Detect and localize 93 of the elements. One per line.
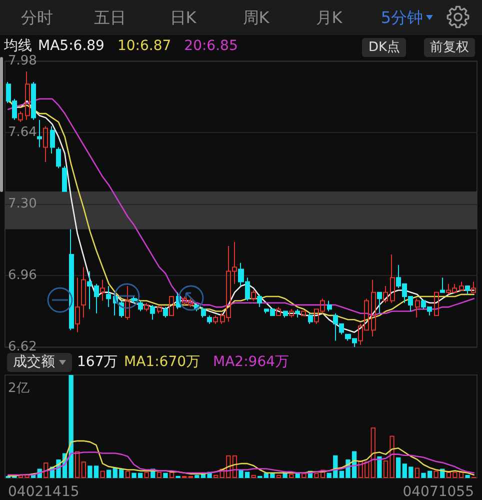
candlestick [471, 281, 476, 293]
candlestick [75, 277, 80, 333]
text: 周K [242, 7, 270, 29]
bar [144, 472, 149, 478]
candlestick [106, 286, 111, 308]
bar [414, 468, 420, 478]
dropdown-button: 成交额 [7, 353, 72, 372]
candlestick [157, 304, 162, 314]
y-tick-label: 6.96 [8, 268, 37, 283]
candlestick [251, 290, 256, 302]
bar [276, 474, 282, 478]
candlestick [81, 266, 86, 318]
text: 月K [316, 7, 342, 29]
bar [289, 474, 294, 478]
candlestick [383, 286, 388, 304]
candlestick [213, 314, 218, 324]
y-tick-label: 7.30 [8, 196, 37, 212]
button: 前复权 [424, 38, 475, 57]
candlestick [308, 312, 313, 324]
bar [232, 455, 238, 478]
candlestick [327, 300, 332, 312]
candlestick [169, 296, 174, 316]
text: 日K [170, 7, 196, 29]
y-tick-label: 7.64 [8, 125, 37, 140]
bar [251, 474, 256, 478]
bar [75, 451, 80, 478]
bar [125, 470, 130, 478]
bar [377, 456, 382, 478]
bar [214, 474, 218, 478]
candlestick [18, 110, 23, 122]
candlestick [62, 166, 67, 192]
candlestick [415, 298, 420, 318]
text: MA1:670万 [124, 354, 200, 370]
text: 04021415 [8, 484, 80, 500]
candlestick [43, 126, 48, 162]
candlestick [144, 302, 149, 312]
candlestick [465, 286, 470, 295]
candlestick [201, 306, 206, 318]
bar [156, 472, 162, 478]
candlestick [276, 306, 281, 316]
text: 20:6.85 [184, 38, 238, 54]
annotation: 2亿 [8, 381, 30, 396]
candlestick [377, 292, 382, 314]
bar [434, 470, 438, 478]
text: 分时 [21, 7, 53, 29]
legend-title: 成交额 [13, 354, 55, 370]
candlestick [371, 279, 376, 337]
bar [370, 428, 376, 478]
button: DK点 [362, 38, 406, 57]
candlestick [87, 270, 92, 310]
text: MA2:964万 [213, 354, 290, 370]
candlestick [131, 296, 137, 304]
candlestick [50, 126, 55, 154]
candlestick [37, 119, 42, 148]
candlestick [69, 228, 74, 331]
text: 五日 [94, 7, 126, 29]
candlestick [440, 277, 445, 293]
candlestick [283, 310, 288, 318]
candlestick [138, 300, 143, 312]
bar [81, 462, 86, 478]
candlestick [459, 281, 464, 291]
candlestick [94, 283, 99, 314]
bar [106, 470, 112, 478]
candlestick [301, 310, 306, 316]
candlestick [390, 254, 395, 304]
bar [396, 457, 401, 478]
bar [302, 472, 306, 478]
candlestick [163, 306, 168, 318]
bar [68, 375, 74, 478]
text: 5分钟 [380, 7, 424, 29]
legend-title: 均线 [4, 38, 32, 54]
candlestick [100, 279, 105, 302]
bar [169, 472, 174, 478]
candlestick [289, 308, 294, 318]
candlestick [31, 82, 36, 120]
text: 167万 [77, 354, 118, 370]
bar [44, 462, 48, 478]
candlestick [25, 71, 30, 120]
text: MA5:6.89 [38, 38, 104, 54]
candlestick [257, 294, 262, 308]
candlestick [434, 292, 439, 316]
y-tick-label: 7.98 [8, 54, 37, 68]
bar [100, 470, 105, 478]
candlestick [125, 286, 130, 320]
candlestick [150, 304, 155, 320]
candlestick [295, 308, 300, 318]
bar [465, 474, 470, 478]
y-tick-label: 6.62 [8, 340, 37, 354]
bar [163, 472, 168, 478]
text: 10:6.87 [117, 38, 172, 54]
candlestick [56, 146, 61, 169]
text: 04071055 [402, 484, 474, 500]
candlestick [207, 314, 212, 324]
